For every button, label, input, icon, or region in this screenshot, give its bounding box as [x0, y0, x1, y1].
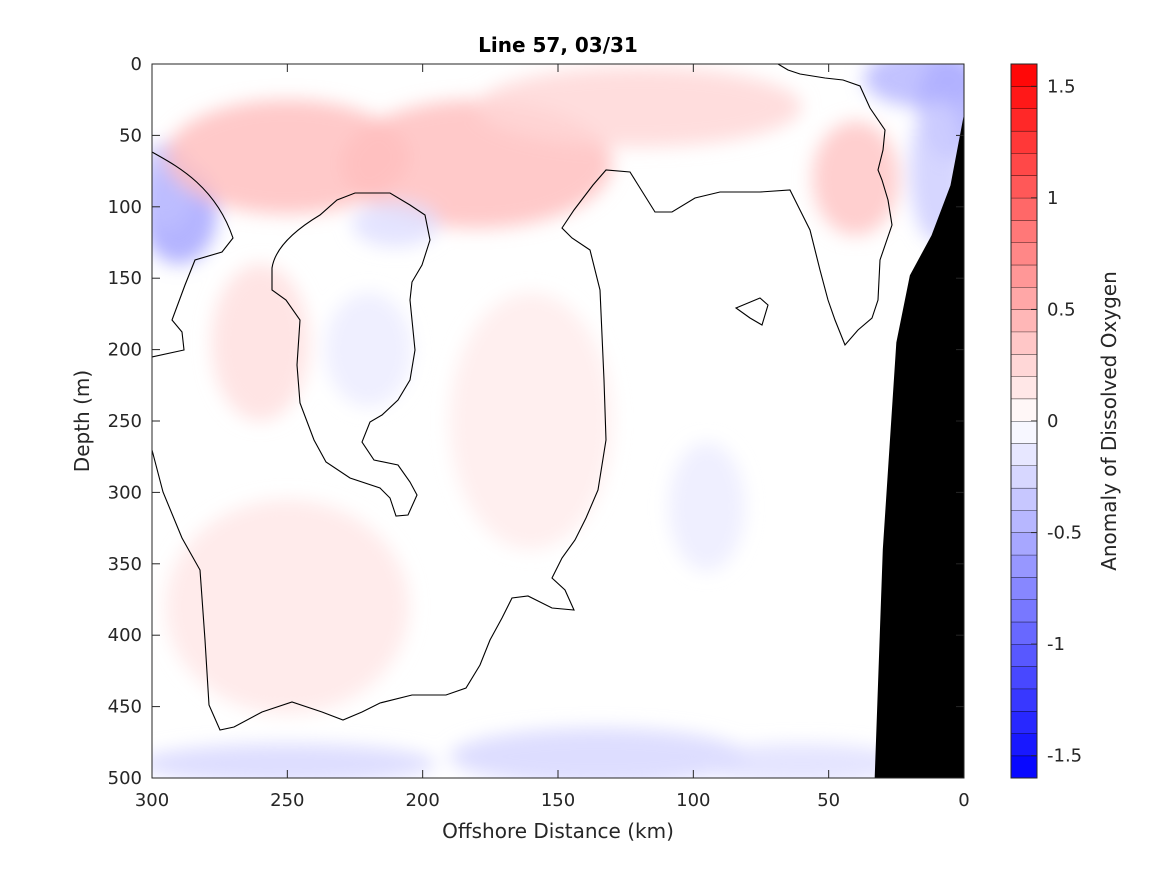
y-tick-label: 500 [108, 768, 142, 789]
plot-area [151, 63, 965, 779]
field-sample [165, 99, 410, 214]
y-tick-label: 450 [108, 697, 142, 718]
colorbar-band [1011, 599, 1037, 622]
field-sample [211, 263, 309, 421]
colorbar-band [1011, 64, 1037, 87]
y-tick-label: 400 [108, 625, 142, 646]
colorbar-band [1011, 86, 1037, 109]
colorbar-band [1011, 398, 1037, 421]
zero-contours [152, 64, 893, 731]
colorbar-band [1011, 264, 1037, 288]
colorbar-band [1011, 644, 1037, 667]
colorbar-band [1011, 733, 1037, 756]
x-tick-label: 50 [817, 790, 840, 811]
colorbar-band [1011, 376, 1037, 399]
field-sample [325, 292, 412, 407]
colorbar-band [1011, 666, 1037, 689]
x-tick-label: 300 [135, 790, 169, 811]
colorbar-band [1011, 688, 1037, 712]
chart-title: Line 57, 03/31 [478, 33, 638, 57]
y-tick-label: 150 [108, 268, 142, 289]
colorbar-tick-label: 0.5 [1047, 299, 1076, 320]
x-axis-title: Offshore Distance (km) [442, 819, 674, 843]
colorbar-band [1011, 487, 1037, 511]
colorbar-band [1011, 153, 1037, 176]
x-tick-label: 0 [958, 790, 969, 811]
zero-contour-main [152, 151, 234, 358]
zero-contour-left [152, 64, 893, 731]
colorbar-band [1011, 577, 1037, 600]
colorbar-band [1011, 220, 1037, 243]
colorbar-label: Anomaly of Dissolved Oxygen [1097, 271, 1121, 571]
y-tick-label: 250 [108, 411, 142, 432]
y-axis: 0 50 100 150 200 250 300 350 400 450 500 [108, 54, 964, 789]
x-tick-label: 100 [676, 790, 710, 811]
field-sample [476, 66, 802, 147]
colorbar-band [1011, 510, 1037, 533]
colorbar-band [1011, 242, 1037, 265]
x-axis: 300 250 200 150 100 50 0 [135, 64, 970, 811]
y-tick-label: 50 [119, 125, 142, 146]
colorbar-tick-label: -1.5 [1047, 746, 1082, 767]
colorbar-band [1011, 621, 1037, 645]
field-sample [812, 121, 900, 236]
zero-contour-inner [271, 192, 431, 517]
colorbar-band [1011, 108, 1037, 131]
colorbar-tick-label: 1.5 [1047, 76, 1076, 97]
x-tick-label: 250 [270, 790, 304, 811]
colorbar-band [1011, 197, 1037, 221]
zero-contour-small [734, 297, 769, 326]
colorbar-band [1011, 711, 1037, 734]
colorbar-band [1011, 175, 1037, 198]
y-tick-label: 100 [108, 197, 142, 218]
field-sample [449, 292, 613, 550]
colorbar-band [1011, 554, 1037, 578]
y-tick-label: 200 [108, 340, 142, 361]
field-sample [152, 743, 437, 778]
field-sample [693, 743, 910, 778]
y-tick-label: 0 [131, 54, 142, 75]
colorbar-band [1011, 443, 1037, 466]
colorbar-band [1011, 309, 1037, 332]
colorbar-band [1011, 465, 1037, 488]
colorbar: 1.5 1 0.5 0 -0.5 -1 -1.5 [1010, 63, 1082, 779]
y-axis-title: Depth (m) [70, 370, 94, 472]
field-sample [165, 499, 410, 714]
x-tick-label: 150 [541, 790, 575, 811]
colorbar-band [1011, 755, 1037, 778]
colorbar-tick-label: 0 [1047, 411, 1058, 432]
colorbar-band [1011, 421, 1037, 444]
colorbar-band [1011, 130, 1037, 154]
y-tick-label: 300 [108, 482, 142, 503]
colorbar-tick-label: 1 [1047, 188, 1058, 209]
colorbar-band [1011, 331, 1037, 355]
field-sample [668, 442, 745, 571]
colorbar-tick-label: -1 [1047, 634, 1065, 655]
colorbar-tick-label: -0.5 [1047, 523, 1082, 544]
y-tick-label: 350 [108, 554, 142, 575]
field-sample [352, 201, 439, 247]
colorbar-band [1011, 532, 1037, 555]
field-sample [449, 728, 748, 778]
colorbar-band [1011, 354, 1037, 377]
colorbar-band [1011, 287, 1037, 310]
bathymetry-seafloor [874, 113, 964, 778]
x-tick-label: 200 [405, 790, 439, 811]
